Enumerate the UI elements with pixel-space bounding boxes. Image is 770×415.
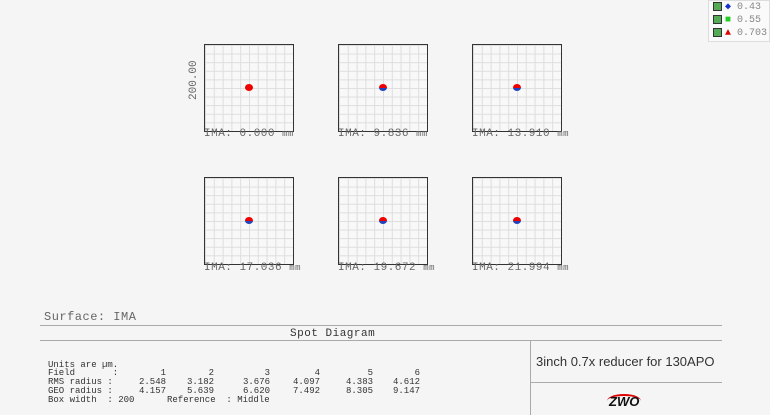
spot [379,84,387,91]
table-cell: 8.305 [346,386,374,396]
spot-plot-6 [472,177,562,265]
legend: ◆ 0.43 ■ 0.55 ▲ 0.703 [708,0,770,42]
spot-plot-4 [204,177,294,265]
spot [513,217,521,224]
table-cell: 5.639 [187,386,215,396]
zwo-logo: ZWO [607,394,642,409]
plot-label: IMA: 0.000 mm [204,128,294,140]
diagram-title: Spot Diagram [290,328,376,340]
table-cell: 4.612 [393,377,421,387]
divider [530,340,531,415]
table-cell: 4.157 [139,386,167,396]
spot [245,84,253,91]
divider [530,382,722,383]
spot [379,217,387,224]
table-cell: 3 [264,368,270,378]
table-cell: 1 [160,368,166,378]
divider [40,340,722,341]
plot-label: IMA: 19.672 mm [338,262,436,274]
table-cell: 4 [314,368,320,378]
spot [245,217,253,224]
spot-plot-5 [338,177,428,265]
spot-plot-1 [204,44,294,132]
legend-item[interactable]: ◆ 0.43 [713,2,769,14]
table-cell: 5 [367,368,373,378]
table-cell: 6 [414,368,420,378]
spot-plot-2 [338,44,428,132]
divider [40,325,722,326]
y-axis-label: 200.00 [188,60,200,100]
table-cell: 2.548 [139,377,167,387]
triangle-icon: ▲ [725,28,732,40]
legend-item[interactable]: ■ 0.55 [713,15,769,27]
plot-label: IMA: 17.036 mm [204,262,302,274]
table-cell: 2 [208,368,214,378]
legend-item[interactable]: ▲ 0.703 [713,28,769,40]
surface-label: Surface: IMA [44,310,137,324]
table-cell: 4.383 [346,377,374,387]
table-cell: 3.182 [187,377,215,387]
checkbox-icon[interactable] [713,28,722,37]
diamond-icon: ◆ [725,2,732,14]
table-cell: 9.147 [393,386,421,396]
table-cell: 7.492 [293,386,321,396]
table-cell: 3.676 [243,377,271,387]
plot-label: IMA: 9.836 mm [338,128,428,140]
table-cell: 4.097 [293,377,321,387]
plot-label: IMA: 21.994 mm [472,262,570,274]
caption: 3inch 0.7x reducer for 130APO [536,354,715,369]
checkbox-icon[interactable] [713,15,722,24]
table-cell: 6.620 [243,386,271,396]
square-icon: ■ [725,15,732,27]
spot-plot-3 [472,44,562,132]
spot [513,84,521,91]
checkbox-icon[interactable] [713,2,722,11]
plot-label: IMA: 13.910 mm [472,128,570,140]
